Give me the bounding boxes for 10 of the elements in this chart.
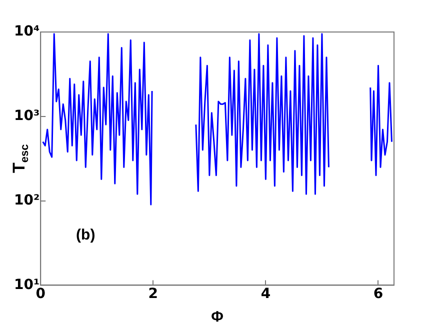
x-tick-label: 2: [148, 286, 158, 302]
y-tick-label: 10³: [14, 108, 40, 124]
y-tick-label: 10⁴: [14, 24, 40, 40]
x-tick-label: 6: [373, 286, 384, 302]
x-tick-label: 0: [36, 286, 46, 302]
annotation: (b): [76, 226, 96, 244]
y-tick-label: 10²: [14, 192, 40, 208]
y-axis-title: Tesc: [10, 144, 32, 174]
x-axis-title: Φ: [211, 308, 224, 326]
x-tick-label: 4: [260, 286, 271, 302]
